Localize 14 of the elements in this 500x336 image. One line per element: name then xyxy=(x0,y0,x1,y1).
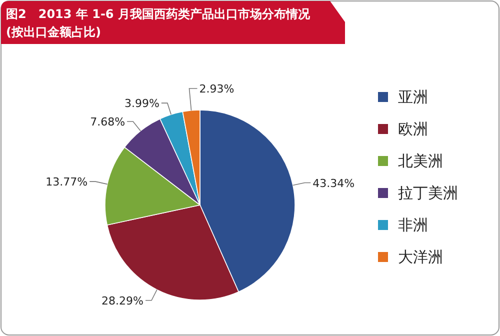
chart-subtitle: (按出口金额占比) xyxy=(6,25,101,39)
legend-label: 亚洲 xyxy=(398,88,428,106)
data-label: 2.93% xyxy=(199,82,234,96)
data-label: 43.34% xyxy=(312,176,355,190)
legend-label: 大洋洲 xyxy=(398,248,443,266)
data-label: 13.77% xyxy=(46,176,88,189)
legend-label: 拉丁美洲 xyxy=(398,184,458,202)
data-label: 28.29% xyxy=(102,294,144,308)
data-label: 7.68% xyxy=(90,116,126,129)
legend-label: 欧洲 xyxy=(398,120,428,138)
legend-label: 非洲 xyxy=(398,216,428,234)
chart-title: 图2 2013 年 1-6 月我国西药类产品出口市场分布情况 xyxy=(6,7,311,21)
legend-label: 北美洲 xyxy=(398,152,443,170)
data-label: 3.99% xyxy=(124,97,160,110)
